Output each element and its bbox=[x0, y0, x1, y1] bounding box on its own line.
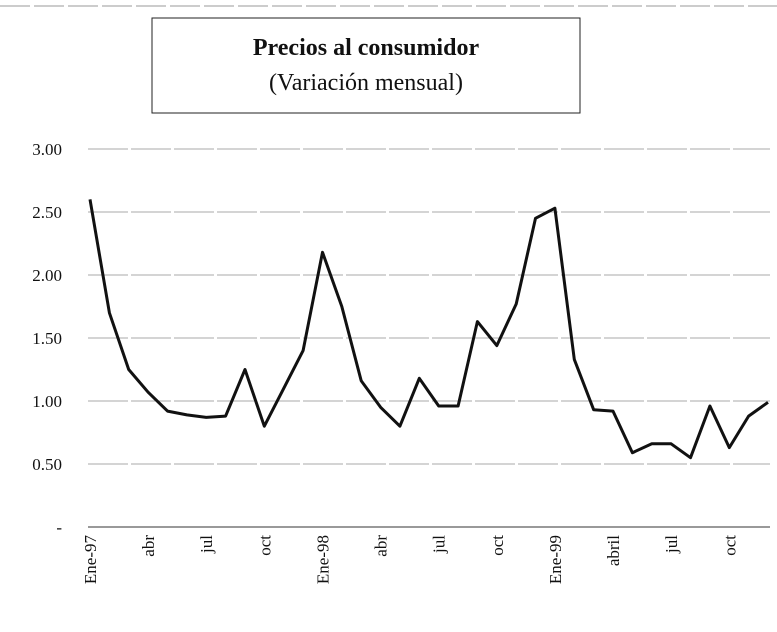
x-tick-label: abril bbox=[604, 535, 623, 566]
x-tick-label: Ene-97 bbox=[81, 535, 100, 585]
x-tick-label: Ene-99 bbox=[546, 535, 565, 584]
y-tick-label: 2.50 bbox=[32, 203, 62, 222]
x-tick-label: abr bbox=[372, 535, 391, 557]
y-tick-label: 1.00 bbox=[32, 392, 62, 411]
y-tick-label: 2.00 bbox=[32, 266, 62, 285]
chart-title: Precios al consumidor bbox=[253, 35, 480, 61]
y-tick-label: 0.50 bbox=[32, 455, 62, 474]
x-tick-label: Ene-98 bbox=[313, 535, 332, 584]
x-tick-label: abr bbox=[139, 535, 158, 557]
chart-subtitle: (Variación mensual) bbox=[269, 70, 463, 96]
x-tick-label: oct bbox=[255, 535, 274, 556]
x-tick-label: oct bbox=[720, 535, 739, 556]
y-tick-label: 1.50 bbox=[32, 329, 62, 348]
data-line bbox=[88, 199, 769, 460]
x-tick-label: oct bbox=[488, 535, 507, 556]
title-box bbox=[151, 17, 581, 114]
x-tick-label: jul bbox=[197, 535, 216, 554]
y-tick-label: - bbox=[56, 518, 62, 537]
x-tick-label: jul bbox=[662, 535, 681, 554]
x-tick-label: jul bbox=[430, 535, 449, 554]
y-tick-label: 3.00 bbox=[32, 140, 62, 159]
